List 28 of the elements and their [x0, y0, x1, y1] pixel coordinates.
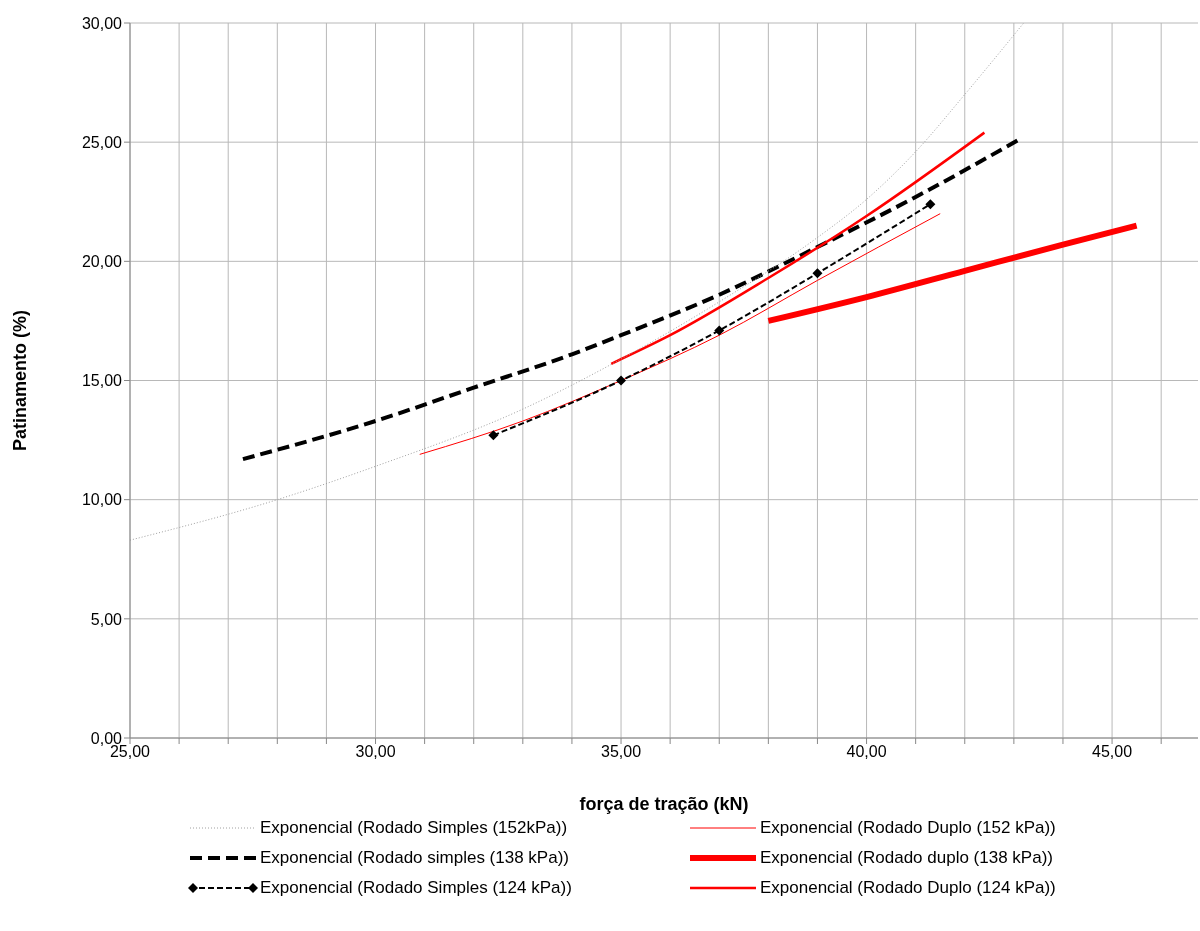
x-tick-label: 25,00	[109, 743, 151, 761]
y-tick-label: 30,00	[81, 14, 123, 32]
point	[812, 268, 823, 279]
y-axis-title: Patinamento (%)	[10, 309, 31, 452]
y-tick-label: 20,00	[81, 253, 123, 271]
legend-label: Exponencial (Rodado Duplo (124 kPa))	[760, 878, 1056, 898]
point	[925, 199, 936, 210]
legend-label: Exponencial (Rodado duplo (138 kPa))	[760, 848, 1053, 868]
legend-label: Exponencial (Rodado Duplo (152 kPa))	[760, 818, 1056, 838]
line-series	[419, 213, 941, 455]
x-tick-label: 30,00	[355, 743, 396, 761]
y-tick-label: 10,00	[81, 491, 123, 509]
x-axis-title: força de tração (kN)	[579, 794, 749, 814]
point	[616, 375, 627, 386]
legend-label: Exponencial (Rodado Simples (124 kPa))	[260, 878, 572, 898]
line-series	[130, 23, 1025, 541]
x-tick-label: 45,00	[1092, 743, 1133, 761]
legend-label: Exponencial (Rodado simples (138 kPa))	[260, 848, 569, 868]
point	[714, 325, 725, 336]
legend-label: Exponencial (Rodado Simples (152kPa))	[260, 818, 568, 838]
y-tick-label: 15,00	[81, 372, 123, 390]
x-tick-label: 40,00	[846, 743, 887, 761]
line-series	[609, 131, 986, 366]
y-tick-label: 5,00	[90, 610, 123, 628]
line-series	[240, 137, 1021, 462]
point	[488, 430, 499, 441]
y-tick-label: 25,00	[81, 133, 123, 151]
x-tick-label: 35,00	[601, 743, 642, 761]
